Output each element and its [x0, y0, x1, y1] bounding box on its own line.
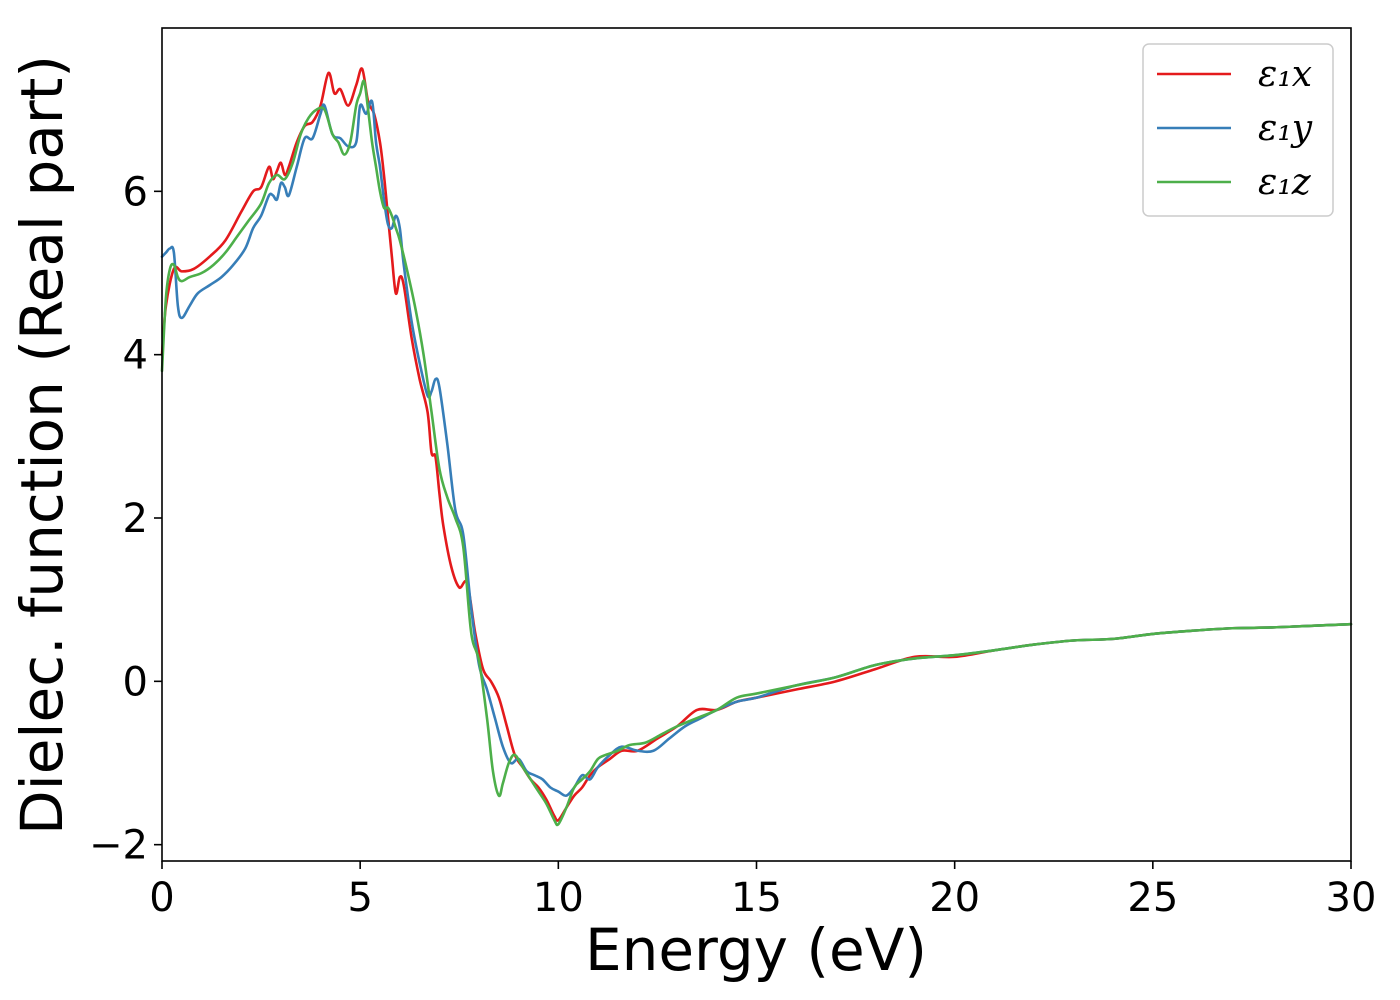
y-tick-label: 4 [123, 333, 148, 379]
x-tick-label: 0 [149, 875, 174, 921]
x-tick-label: 20 [929, 875, 980, 921]
legend-label-2: ε₁y [1258, 108, 1313, 149]
y-axis: −2 0 2 4 6 [89, 169, 162, 869]
series-line-2 [160, 99, 1353, 798]
x-axis: 0 5 10 15 20 25 30 [149, 861, 1376, 921]
series-layer [160, 67, 1353, 827]
legend-label-1: ε₁x [1258, 54, 1312, 95]
legend-box [1142, 43, 1334, 217]
x-tick-label: 25 [1127, 875, 1178, 921]
x-tick-label: 15 [731, 875, 782, 921]
x-tick-label: 10 [533, 875, 584, 921]
y-tick-label: −2 [89, 823, 148, 869]
legend: ε₁x ε₁y ε₁z [1142, 43, 1334, 217]
y-axis-title: Dielec. function (Real part) [8, 55, 76, 835]
x-tick-label: 30 [1326, 875, 1377, 921]
y-tick-label: 2 [123, 496, 148, 542]
series-line-1 [160, 67, 1353, 822]
y-tick-label: 0 [123, 659, 148, 705]
x-axis-title: Energy (eV) [585, 916, 927, 984]
y-tick-label: 6 [123, 169, 148, 215]
series-line-3 [160, 79, 1353, 827]
legend-label-3: ε₁z [1258, 162, 1312, 203]
x-tick-label: 5 [347, 875, 372, 921]
